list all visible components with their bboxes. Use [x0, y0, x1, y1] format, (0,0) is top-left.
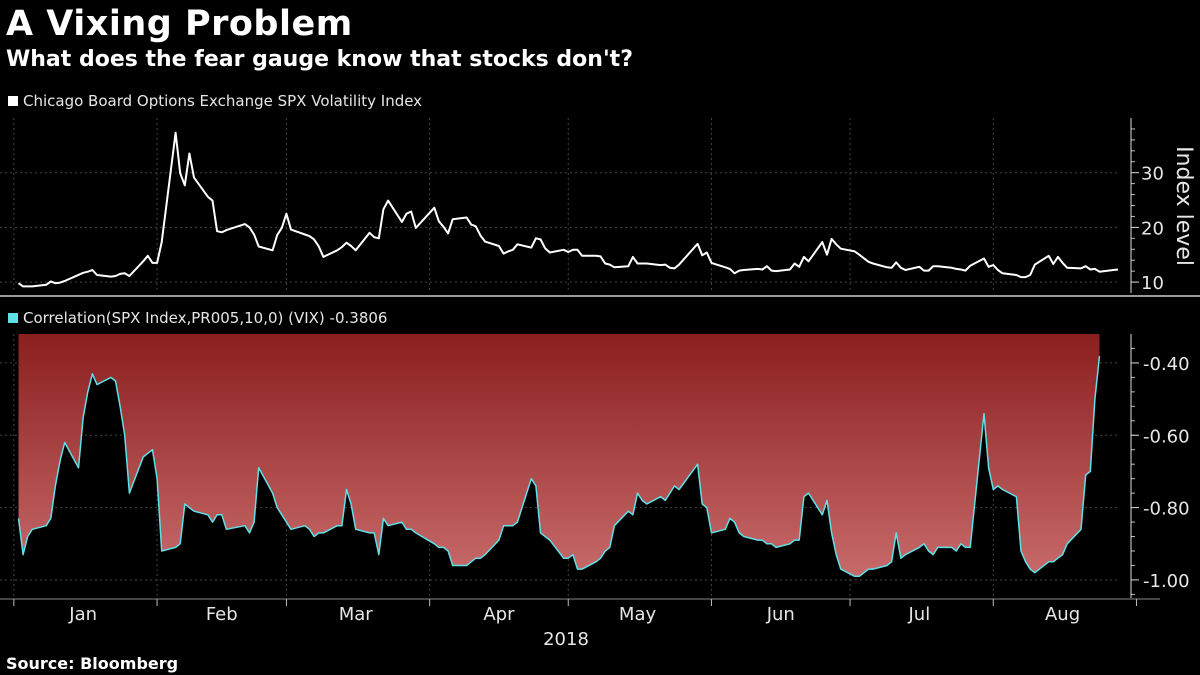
x-tick-label: May — [619, 604, 657, 625]
y-tick-label: -0.40 — [1143, 354, 1190, 375]
x-axis: Jan Feb Mar Apr May Jun Jul Aug 2018 — [0, 598, 1160, 650]
correlation-series-line — [17, 355, 1101, 578]
correlation-panel: -0.40 -0.60 -0.80 -1.00 — [0, 334, 1190, 598]
y-tick-label: -0.80 — [1143, 499, 1190, 520]
x-tick-label: Feb — [206, 604, 238, 625]
legend-label-vix: Chicago Board Options Exchange SPX Volat… — [23, 92, 423, 110]
x-tick-label: Jun — [766, 604, 795, 625]
legend-vix: Chicago Board Options Exchange SPX Volat… — [8, 92, 422, 110]
legend-swatch-correlation — [8, 313, 18, 323]
x-tick-label: Apr — [483, 604, 515, 625]
legend-label-correlation: Correlation(SPX Index,PR005,10,0) (VIX) … — [23, 309, 388, 327]
y-tick-label: -1.00 — [1143, 571, 1190, 592]
legend-correlation: Correlation(SPX Index,PR005,10,0) (VIX) … — [8, 309, 387, 327]
vix-series-line — [17, 131, 1119, 288]
y-tick-label: 10 — [1141, 273, 1164, 294]
legend-swatch-vix — [8, 96, 18, 106]
x-tick-label: Aug — [1045, 604, 1080, 625]
source-note: Source: Bloomberg — [6, 654, 179, 673]
y-tick-label: -0.60 — [1143, 426, 1190, 447]
x-tick-label: Jan — [68, 604, 97, 625]
y-tick-label: 30 — [1141, 164, 1164, 185]
y-axis-title: Index level — [1171, 146, 1196, 266]
x-year-label: 2018 — [543, 629, 589, 650]
x-tick-label: Jul — [907, 604, 930, 625]
y-tick-label: 20 — [1141, 218, 1164, 239]
chart-subtitle: What does the fear gauge know that stock… — [6, 47, 633, 72]
x-tick-label: Mar — [339, 604, 374, 625]
chart-title: A Vixing Problem — [6, 4, 353, 44]
vix-panel: 10 20 30 Index level — [0, 118, 1196, 294]
